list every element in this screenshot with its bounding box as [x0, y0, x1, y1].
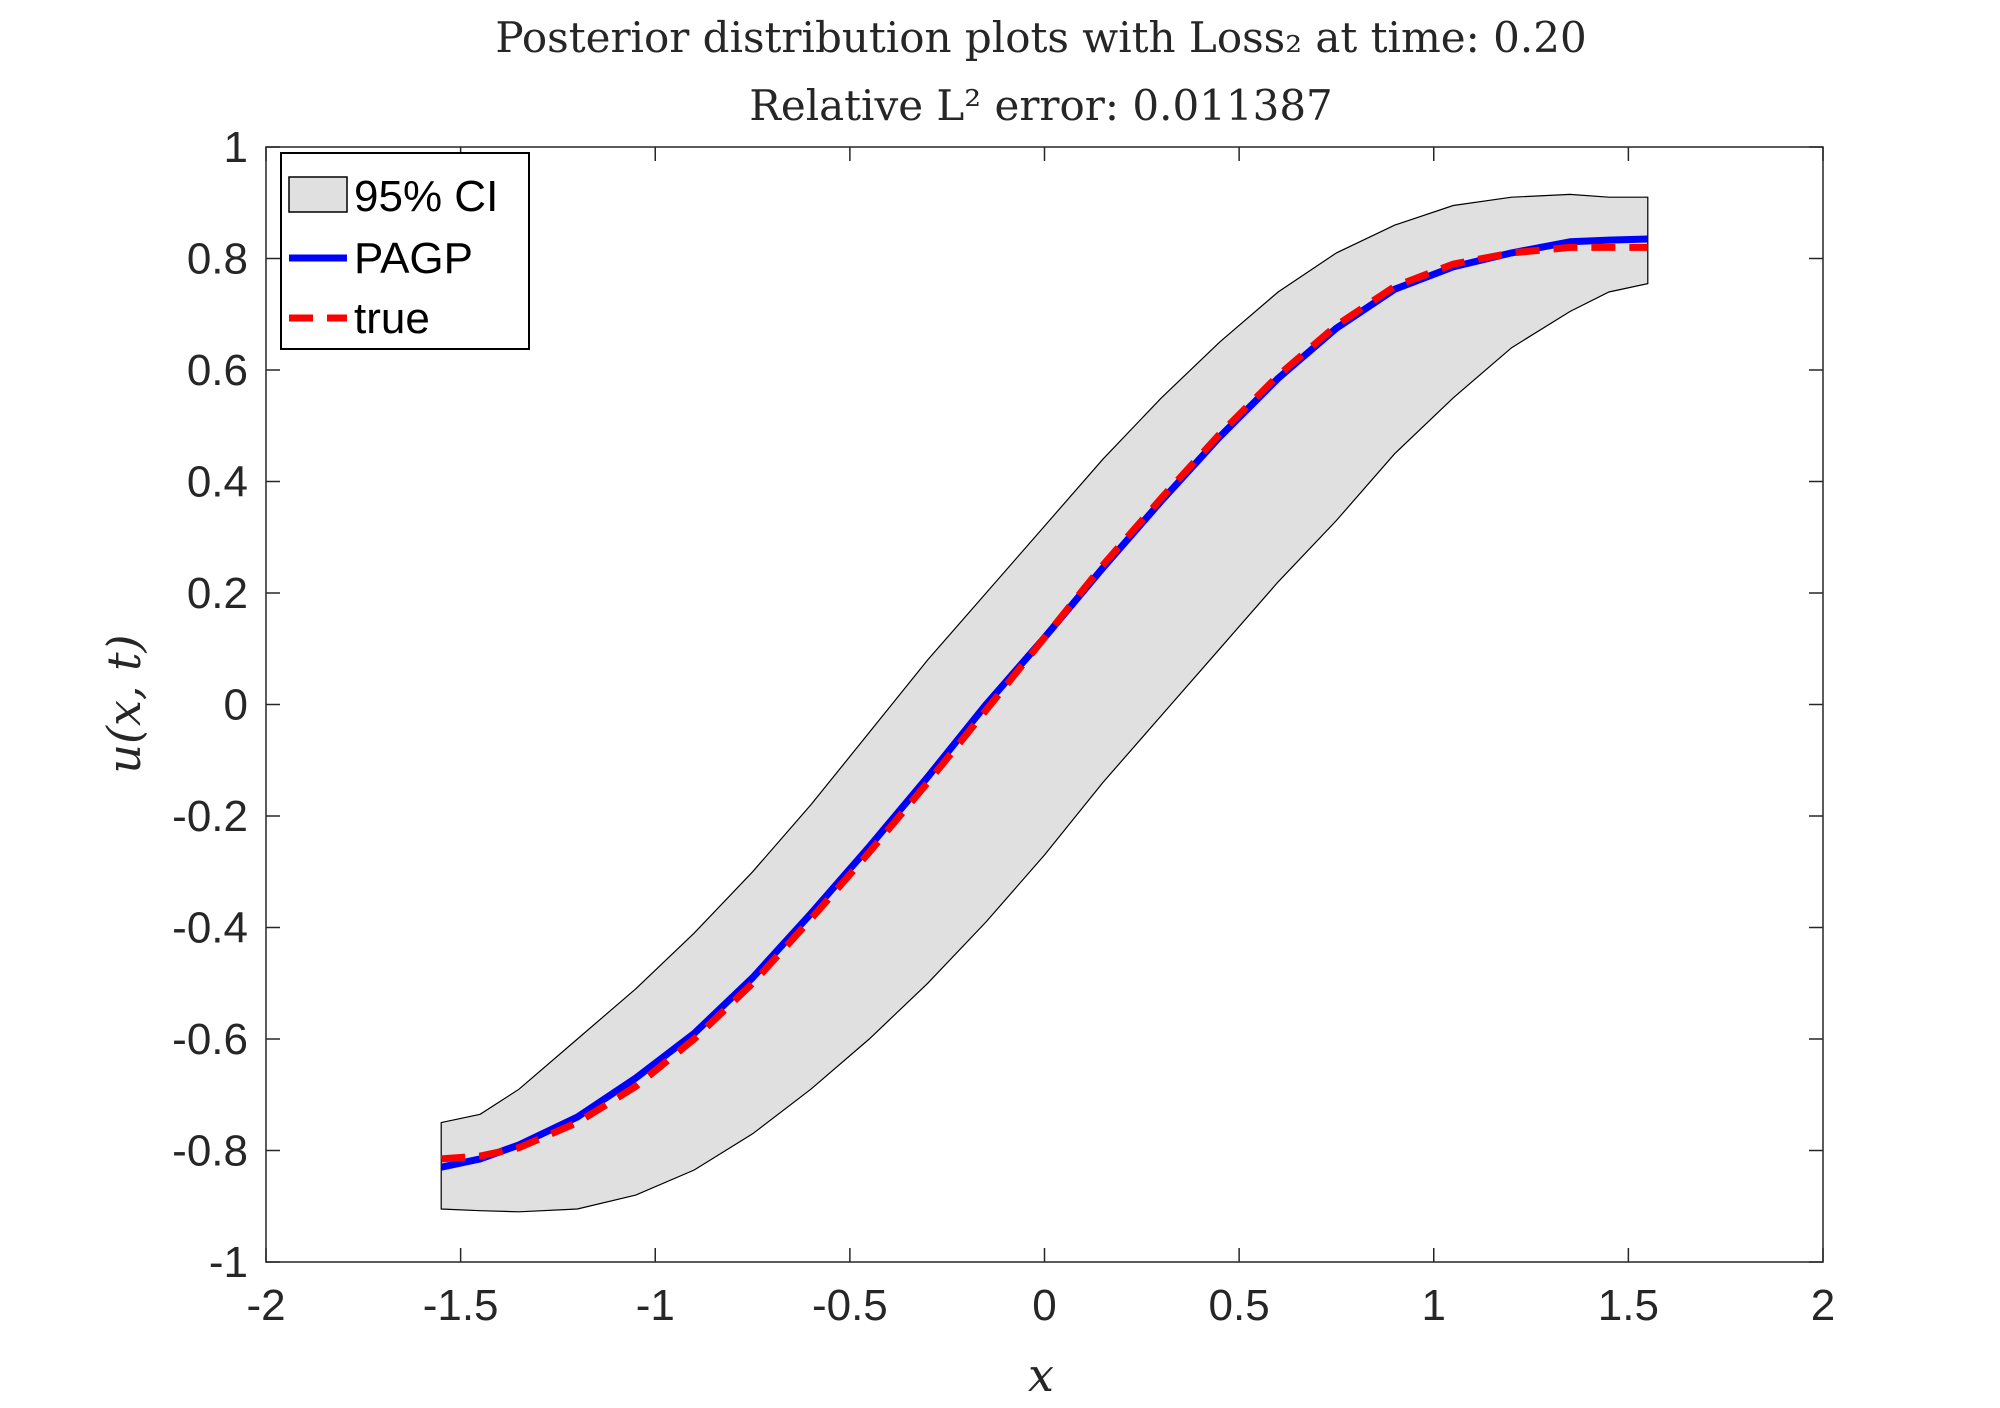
x-tick-label: -0.5	[812, 1281, 888, 1330]
x-tick-label: 0	[1032, 1281, 1056, 1330]
x-tick-label: 1.5	[1598, 1281, 1659, 1330]
legend: 95% CI PAGP true	[280, 152, 530, 350]
ci-band-area	[440, 193, 1649, 1213]
x-tick-label: 2	[1811, 1281, 1835, 1330]
y-tick-label: -0.2	[172, 792, 248, 841]
legend-swatch-ci	[288, 176, 348, 213]
chart-title: Posterior distribution plots with Loss₂ …	[495, 13, 1586, 62]
y-tick-label: -0.4	[172, 904, 248, 953]
y-tick-label: -0.8	[172, 1127, 248, 1176]
x-axis-label: x	[1028, 1348, 1054, 1402]
x-tick-label: -1	[636, 1281, 675, 1330]
plot-area	[440, 193, 1649, 1213]
legend-label-true: true	[354, 294, 430, 343]
legend-label-pagp: PAGP	[354, 234, 473, 283]
x-tick-label: 0.5	[1209, 1281, 1270, 1330]
y-tick-label: 0.2	[187, 569, 248, 618]
legend-label-ci: 95% CI	[354, 172, 498, 221]
y-tick-label: 0.6	[187, 346, 248, 395]
y-tick-label: -0.6	[172, 1015, 248, 1064]
y-tick-label: -1	[209, 1238, 248, 1287]
x-tick-label: -1.5	[423, 1281, 499, 1330]
y-tick-label: 1	[224, 123, 248, 172]
x-tick-label: 1	[1422, 1281, 1446, 1330]
y-axis-label: u(x, t)	[97, 634, 151, 773]
true-series-line	[440, 243, 1648, 1163]
y-tick-label: 0.8	[187, 235, 248, 284]
y-tick-label: 0.4	[187, 458, 248, 507]
x-tick-label: -2	[246, 1281, 285, 1330]
chart-subtitle: Relative L² error: 0.011387	[749, 81, 1333, 130]
axes: -2 -1.5 -1 -0.5 0 0.5 1 1.5 2 1 0.8 0.6 0.4 0.2 0 -0.2 -…	[172, 123, 1835, 1330]
y-tick-label: 0	[224, 681, 248, 730]
